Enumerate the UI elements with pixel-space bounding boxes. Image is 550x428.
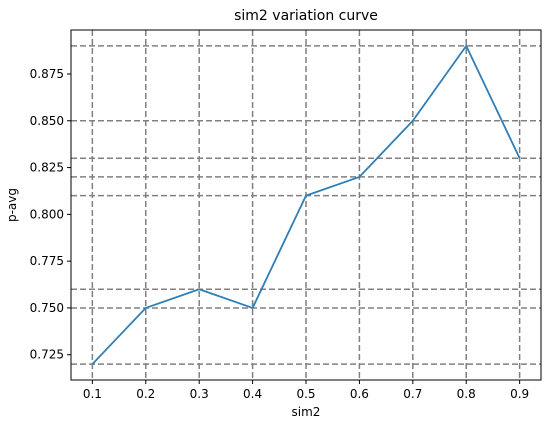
x-ticks: 0.1 0.2 0.3 0.4 0.5 0.6 0.7 0.8 0.9 <box>83 380 529 401</box>
x-tick-label: 0.8 <box>457 387 476 401</box>
x-tick-label: 0.3 <box>190 387 209 401</box>
y-tick-label: 0.875 <box>30 67 64 81</box>
y-tick-label: 0.750 <box>30 301 64 315</box>
chart-title: sim2 variation curve <box>234 8 378 24</box>
y-tick-label: 0.850 <box>30 114 64 128</box>
x-axis-label: sim2 <box>292 405 321 419</box>
x-tick-label: 0.6 <box>350 387 369 401</box>
x-tick-label: 0.7 <box>403 387 422 401</box>
series <box>91 45 521 365</box>
y-tick-label: 0.775 <box>30 254 64 268</box>
x-tick-label: 0.2 <box>136 387 155 401</box>
y-tick-label: 0.825 <box>30 161 64 175</box>
x-tick-label: 0.5 <box>296 387 315 401</box>
y-ticks: 0.725 0.750 0.775 0.800 0.825 0.850 0.875 <box>30 67 71 362</box>
y-tick-label: 0.800 <box>30 207 64 221</box>
x-tick-label: 0.1 <box>83 387 102 401</box>
x-tick-label: 0.9 <box>510 387 529 401</box>
y-tick-label: 0.725 <box>30 348 64 362</box>
grid <box>71 30 541 380</box>
y-axis-label: p-avg <box>5 188 19 222</box>
series-line <box>91 45 521 365</box>
x-tick-label: 0.4 <box>243 387 262 401</box>
